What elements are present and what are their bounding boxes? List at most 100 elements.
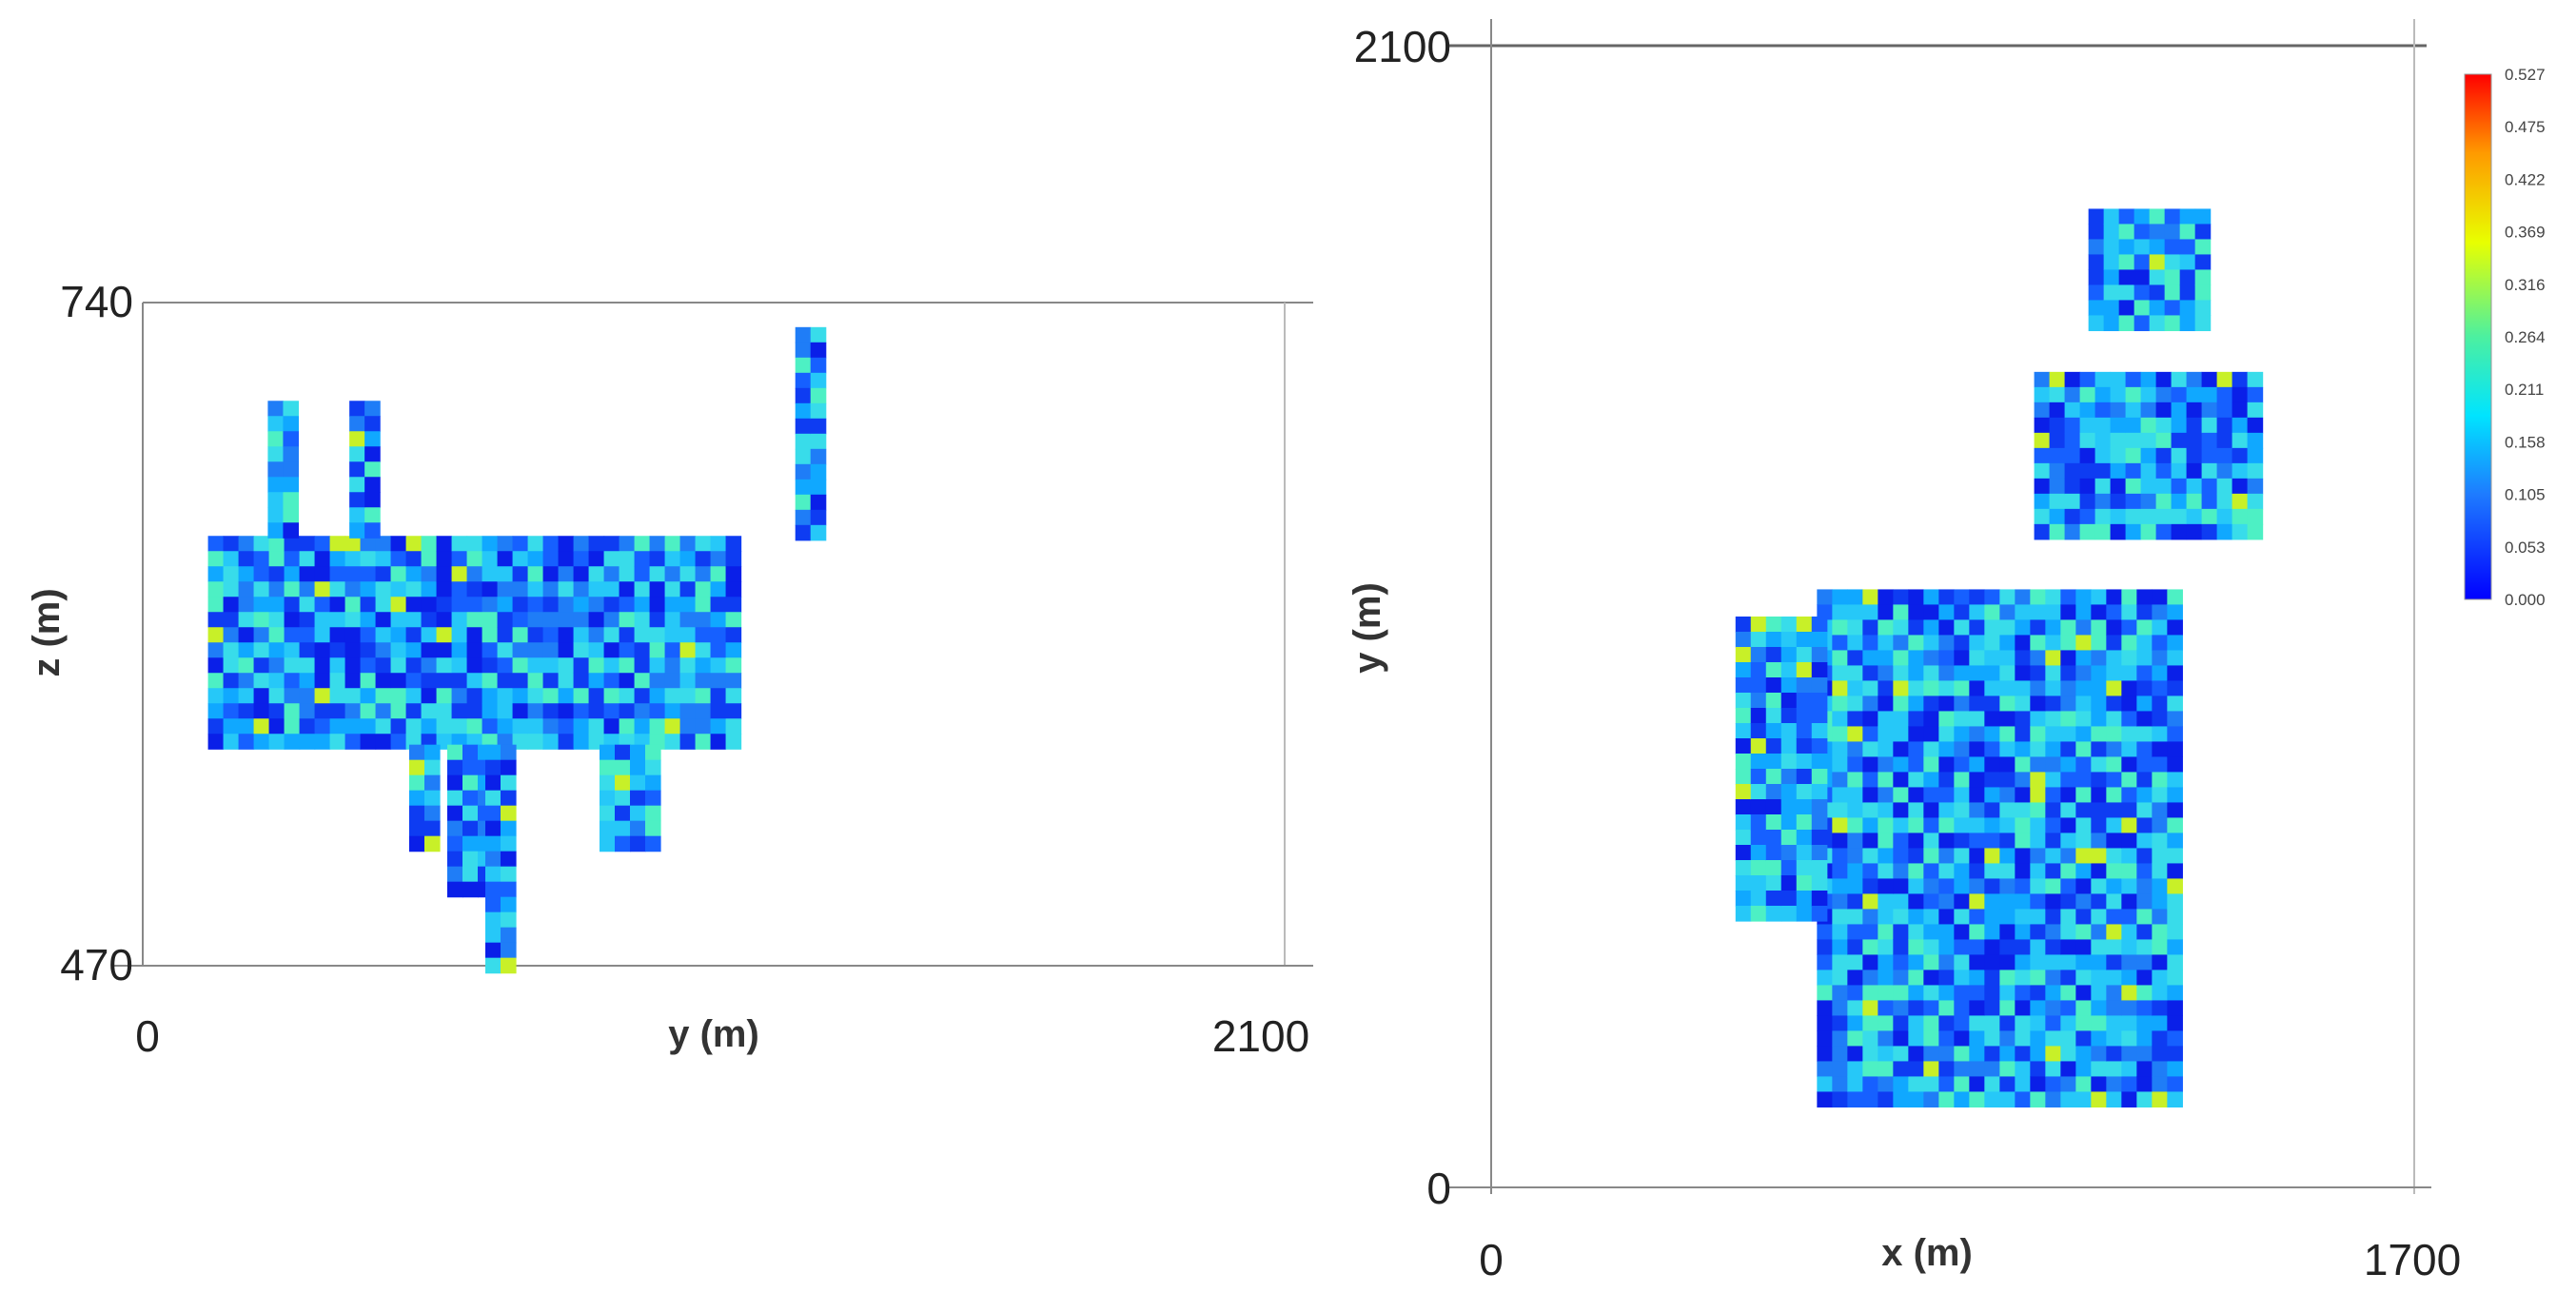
heatmap-cell <box>501 927 517 944</box>
heatmap-cell <box>2152 635 2168 652</box>
heatmap-cell <box>2134 269 2151 286</box>
heatmap-cell <box>2091 726 2107 743</box>
heatmap-cell <box>1811 906 1828 922</box>
heatmap-cell <box>630 744 646 761</box>
heatmap-cell <box>1984 589 2000 606</box>
heatmap-cell <box>299 718 316 735</box>
heatmap-cell <box>2167 1076 2183 1093</box>
heatmap-cell <box>1796 769 1813 785</box>
heatmap-cell <box>1735 906 1752 922</box>
heatmap-cell <box>421 612 438 628</box>
heatmap-cell <box>349 492 365 508</box>
heatmap-cell <box>1750 632 1767 648</box>
heatmap-cell <box>2155 432 2173 449</box>
heatmap-cell <box>1984 619 2000 637</box>
heatmap-cell <box>2232 523 2249 540</box>
heatmap-cell <box>2075 985 2092 1002</box>
heatmap-cell <box>2015 772 2031 789</box>
heatmap-cell <box>2034 386 2051 403</box>
heatmap-cell <box>558 566 575 582</box>
heatmap-cell <box>619 703 636 719</box>
heatmap-cell <box>1999 787 2016 804</box>
heatmap-cell <box>1938 833 1955 850</box>
heatmap-cell <box>2247 523 2264 540</box>
heatmap-cell <box>1862 1015 1878 1032</box>
heatmap-cell <box>238 734 255 750</box>
colorbar-tick-label: 0.527 <box>2505 66 2546 84</box>
heatmap-cell <box>1954 1061 1970 1078</box>
heatmap-cell <box>1999 848 2016 865</box>
heatmap-cell <box>1999 726 2016 743</box>
heatmap-cell <box>679 718 697 735</box>
heatmap-cell <box>421 718 438 735</box>
heatmap-cell <box>2171 371 2188 388</box>
heatmap-cell <box>482 703 499 719</box>
heatmap-cell <box>795 372 812 389</box>
heatmap-cell <box>2091 909 2107 926</box>
heatmap-cell <box>223 597 240 613</box>
heatmap-cell <box>2106 863 2122 880</box>
heatmap-cell <box>2091 741 2107 758</box>
heatmap-cell <box>1878 695 1894 713</box>
heatmap-cell <box>600 835 616 852</box>
heatmap-cell <box>1832 1091 1848 1108</box>
heatmap-cell <box>2091 619 2107 637</box>
heatmap-cell <box>1878 1091 1894 1108</box>
heatmap-cell <box>1796 632 1813 648</box>
heatmap-cell <box>1796 617 1813 633</box>
heatmap-cell <box>1780 677 1798 694</box>
heatmap-cell <box>2034 417 2051 434</box>
heatmap-cell <box>1735 891 1752 907</box>
heatmap-cell <box>2106 817 2122 834</box>
heatmap-cell <box>2106 604 2122 621</box>
heatmap-cell <box>1796 723 1813 739</box>
heatmap-cell <box>2079 386 2096 403</box>
heatmap-cell <box>1923 1076 1939 1093</box>
heatmap-cell <box>2140 417 2157 434</box>
heatmap-cell <box>1735 738 1752 754</box>
heatmap-cell <box>2075 863 2092 880</box>
heatmap-cell <box>795 357 812 374</box>
heatmap-cell <box>364 507 381 523</box>
heatmap-cell <box>314 551 331 567</box>
heatmap-cell <box>207 627 225 643</box>
heatmap-cell <box>1811 677 1828 694</box>
heatmap-cell <box>634 657 651 674</box>
heatmap-cell <box>679 612 697 628</box>
heatmap-cell <box>314 688 331 704</box>
heatmap-cell <box>1984 863 2000 880</box>
heatmap-cell <box>482 688 499 704</box>
heatmap-cell <box>485 866 501 883</box>
heatmap-cell <box>2232 432 2249 449</box>
heatmap-cell <box>421 597 438 613</box>
heatmap-cell <box>2121 680 2137 697</box>
heatmap-cell <box>1832 848 1848 865</box>
heatmap-cell <box>2045 787 2061 804</box>
heatmap-cell <box>1817 1000 1833 1017</box>
heatmap-cell <box>2034 508 2051 525</box>
heatmap-cell <box>512 642 529 658</box>
heatmap-cell <box>795 494 812 511</box>
heatmap-cell <box>360 597 377 613</box>
heatmap-cell <box>485 805 501 822</box>
heatmap-cell <box>1832 787 1848 804</box>
heatmap-cell <box>1780 784 1798 800</box>
heatmap-cell <box>1969 893 1985 911</box>
heatmap-cell <box>1938 635 1955 652</box>
heatmap-cell <box>360 612 377 628</box>
heatmap-cell <box>2015 970 2031 987</box>
heatmap-cell <box>2094 493 2112 510</box>
heatmap-cell <box>2179 254 2196 271</box>
heatmap-cell <box>1938 985 1955 1002</box>
heatmap-cell <box>1984 635 2000 652</box>
heatmap-cell <box>695 581 712 598</box>
right-heatmap-cells <box>1735 208 2264 1108</box>
right-y-axis-label: y (m) <box>1347 582 1388 674</box>
heatmap-cell <box>1796 647 1813 663</box>
heatmap-cell <box>2134 224 2151 241</box>
heatmap-cell <box>603 581 620 598</box>
heatmap-cell <box>2064 508 2081 525</box>
heatmap-cell <box>1938 863 1955 880</box>
heatmap-cell <box>2030 711 2046 728</box>
heatmap-cell <box>1750 617 1767 633</box>
